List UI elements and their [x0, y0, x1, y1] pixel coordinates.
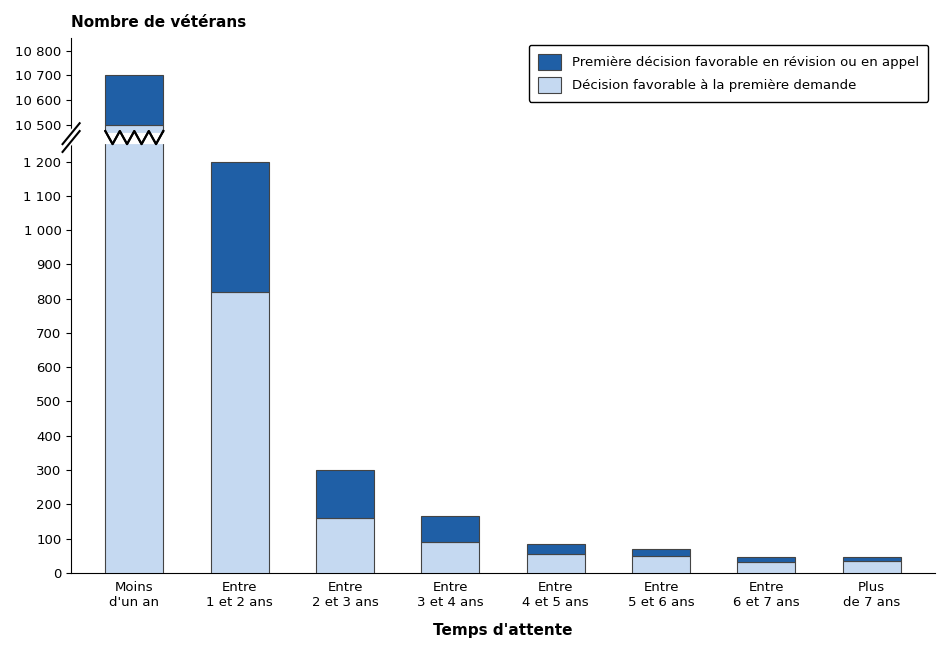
Bar	[632, 556, 690, 573]
Bar	[737, 558, 795, 562]
Bar	[632, 549, 690, 556]
Bar	[211, 161, 269, 292]
Bar	[105, 0, 163, 573]
Bar	[316, 470, 374, 518]
Bar	[843, 561, 901, 573]
Bar	[843, 556, 901, 561]
Bar	[737, 562, 795, 573]
Bar	[526, 554, 584, 573]
X-axis label: Temps d'attente: Temps d'attente	[433, 623, 573, 638]
Text: Nombre de vétérans: Nombre de vétérans	[71, 15, 246, 30]
Bar	[422, 517, 480, 542]
Bar	[105, 75, 163, 125]
Bar	[422, 542, 480, 573]
Bar	[211, 292, 269, 573]
Bar	[105, 125, 163, 653]
Bar	[316, 518, 374, 573]
Legend: Première décision favorable en révision ou en appel, Décision favorable à la pre: Première décision favorable en révision …	[528, 44, 928, 102]
Bar	[526, 544, 584, 554]
